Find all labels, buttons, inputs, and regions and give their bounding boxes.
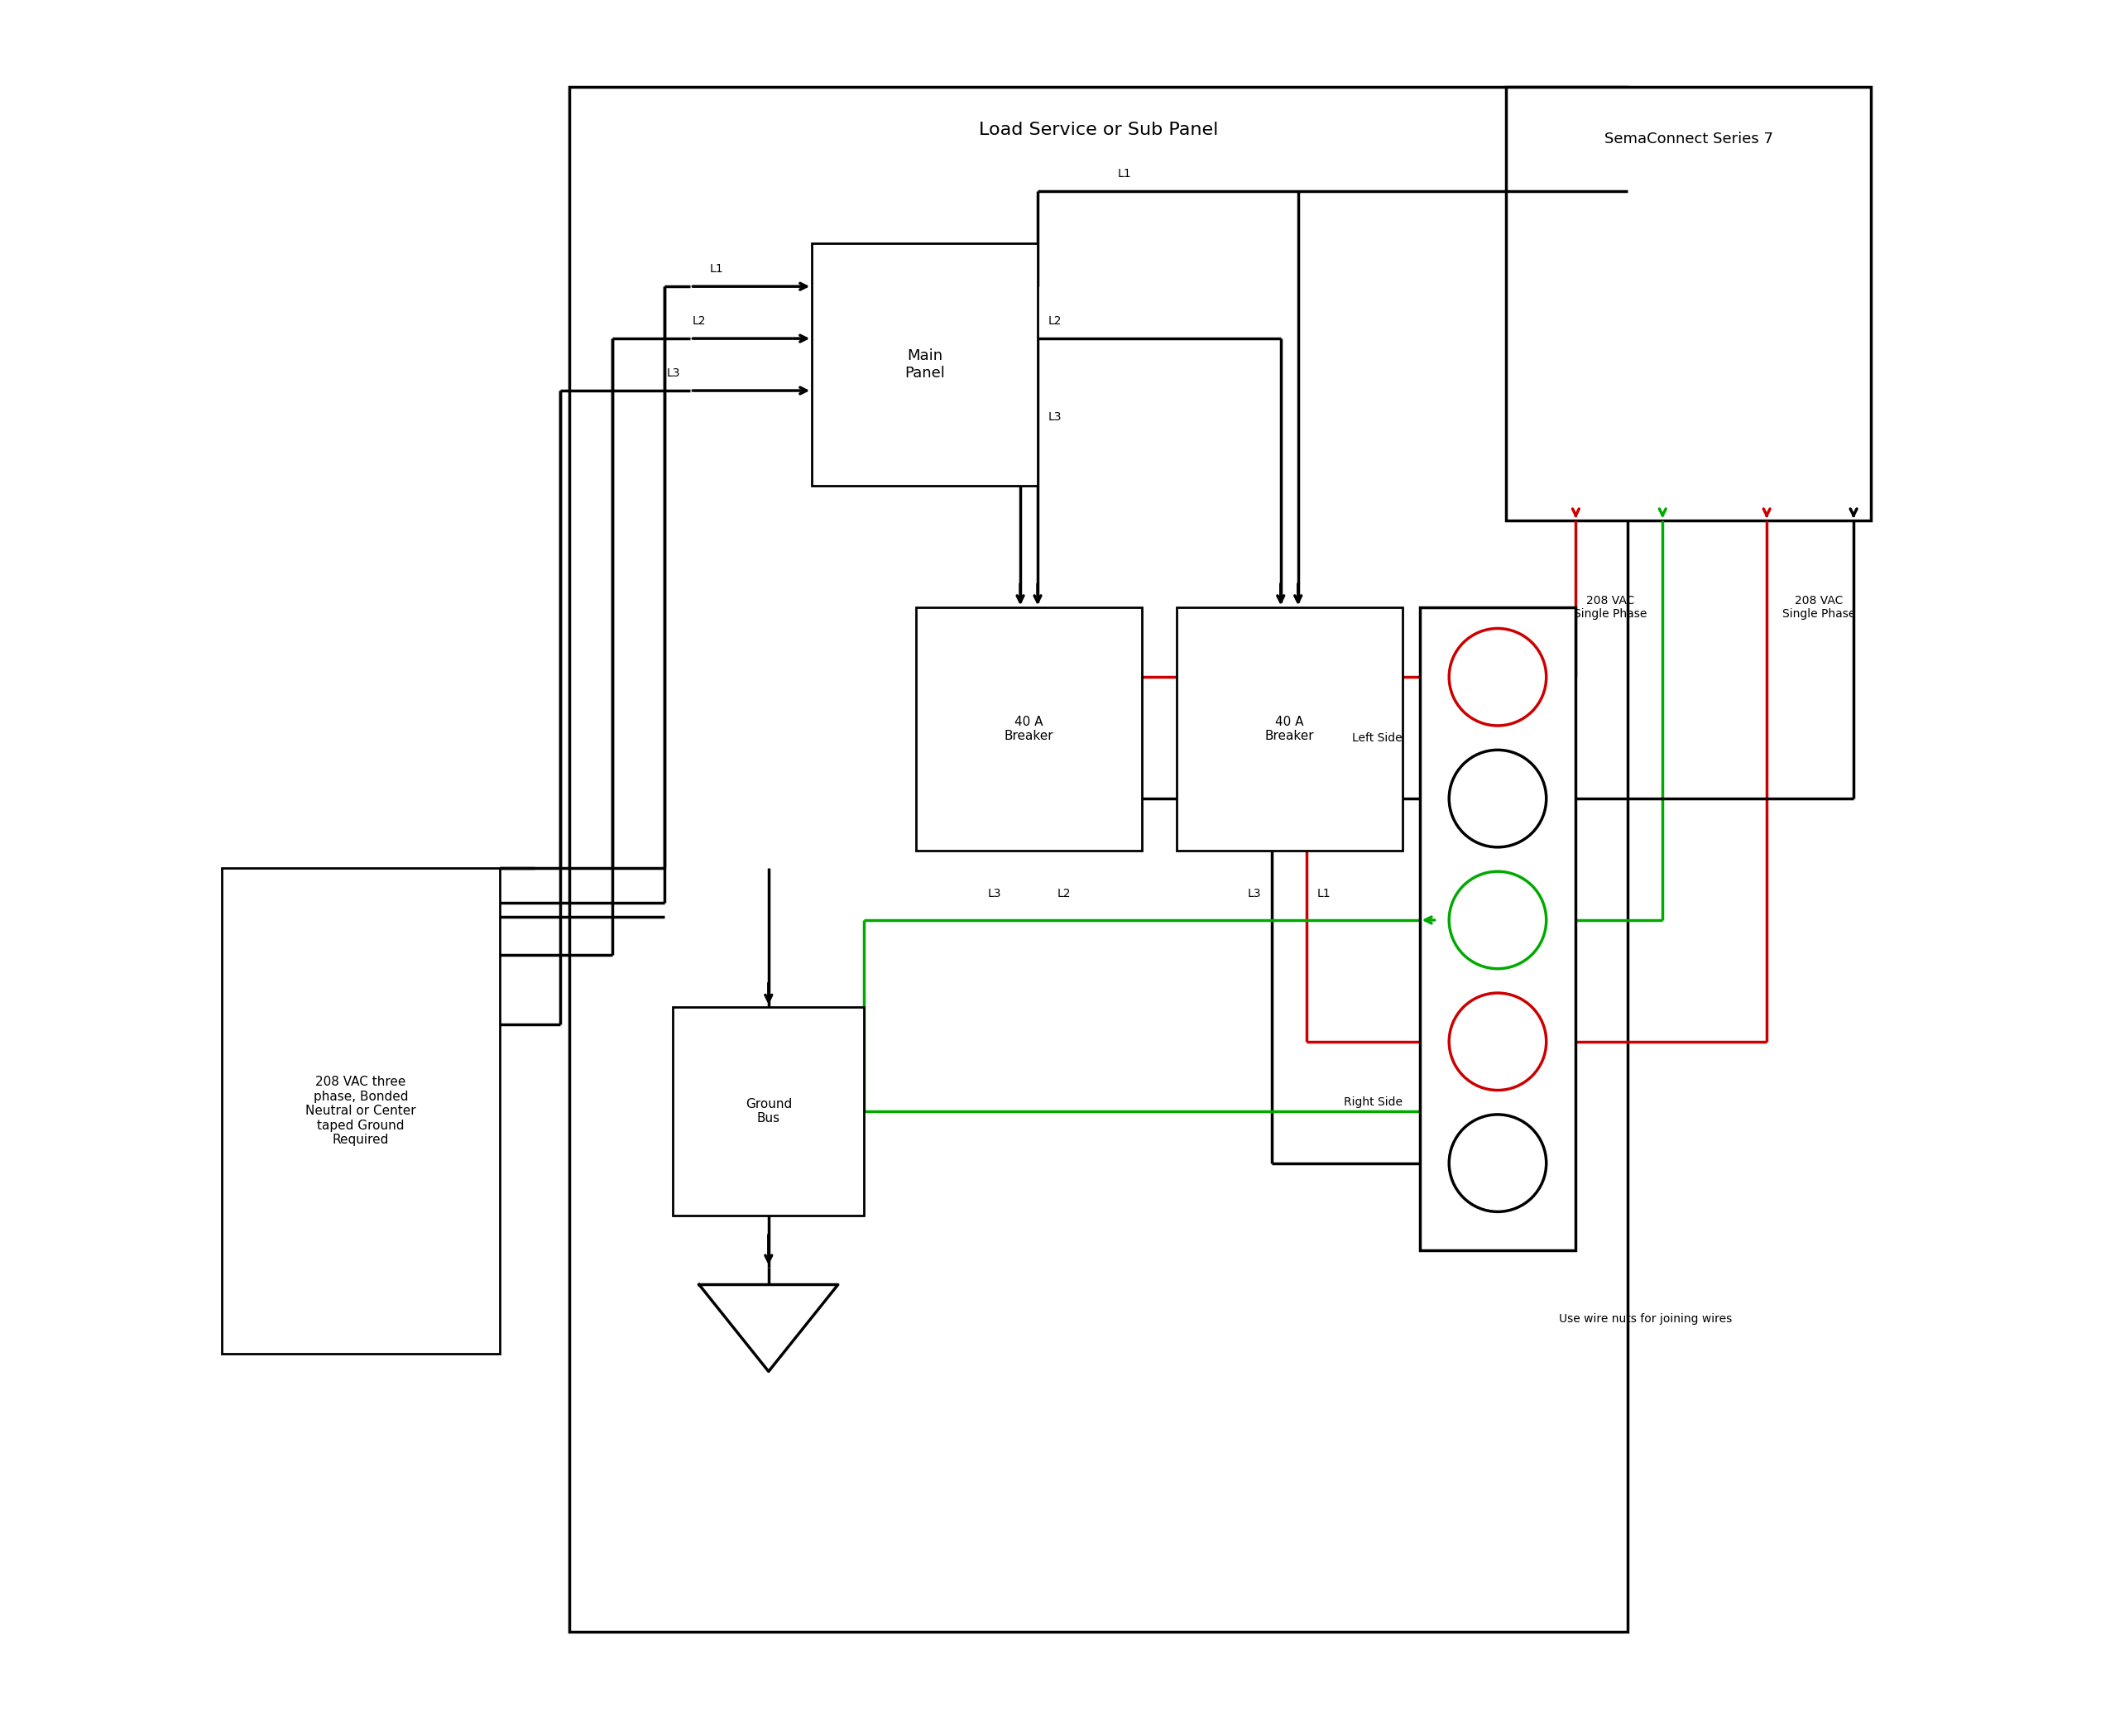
Text: L3: L3 — [987, 889, 1000, 899]
Text: L2: L2 — [1049, 316, 1061, 326]
Text: 208 VAC three
phase, Bonded
Neutral or Center
taped Ground
Required: 208 VAC three phase, Bonded Neutral or C… — [306, 1076, 416, 1146]
Text: SemaConnect Series 7: SemaConnect Series 7 — [1604, 132, 1772, 146]
Text: Load Service or Sub Panel: Load Service or Sub Panel — [979, 122, 1217, 139]
Circle shape — [1450, 871, 1547, 969]
Text: L2: L2 — [692, 316, 707, 326]
Bar — [673, 1007, 863, 1215]
Text: 208 VAC
Single Phase: 208 VAC Single Phase — [1574, 595, 1648, 620]
Bar — [916, 608, 1142, 851]
Text: L1: L1 — [1118, 168, 1131, 179]
Bar — [1420, 608, 1576, 1250]
Bar — [812, 243, 1038, 486]
Text: L1: L1 — [1317, 889, 1331, 899]
Text: L2: L2 — [1057, 889, 1070, 899]
Bar — [1507, 87, 1872, 521]
Circle shape — [1450, 1115, 1547, 1212]
Text: L3: L3 — [1247, 889, 1262, 899]
Text: 40 A
Breaker: 40 A Breaker — [1004, 715, 1053, 743]
Text: L3: L3 — [1049, 411, 1061, 422]
Text: Left Side: Left Side — [1353, 733, 1403, 743]
Circle shape — [1450, 993, 1547, 1090]
Text: Use wire nuts for joining wires: Use wire nuts for joining wires — [1559, 1314, 1732, 1325]
Text: 208 VAC
Single Phase: 208 VAC Single Phase — [1783, 595, 1855, 620]
Text: L1: L1 — [709, 264, 724, 274]
Circle shape — [1450, 628, 1547, 726]
Bar — [1177, 608, 1403, 851]
Text: 40 A
Breaker: 40 A Breaker — [1264, 715, 1315, 743]
Text: Ground
Bus: Ground Bus — [745, 1097, 791, 1125]
Circle shape — [1450, 750, 1547, 847]
Text: L3: L3 — [667, 368, 679, 378]
Text: Right Side: Right Side — [1344, 1097, 1403, 1108]
Bar — [570, 87, 1629, 1632]
Bar — [222, 868, 500, 1354]
Text: Main
Panel: Main Panel — [905, 349, 945, 380]
